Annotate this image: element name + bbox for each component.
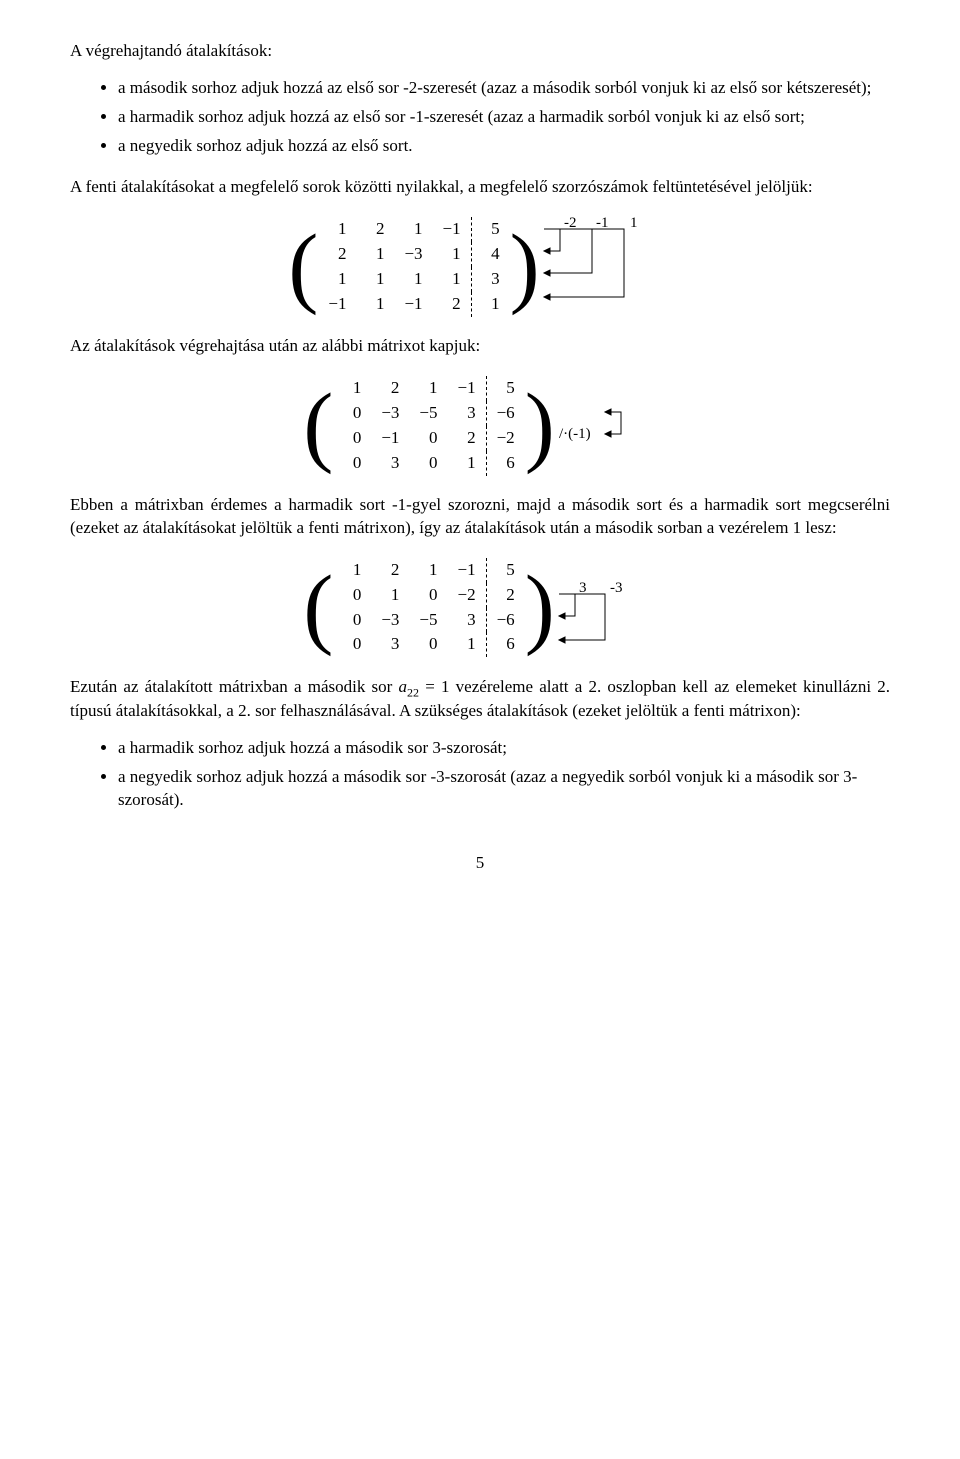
cell: 6 [486, 632, 525, 657]
matrix-table: 1 2 1 −1 5 0 1 0 −2 2 0 −3 −5 3 −6 0 3 0… [333, 558, 524, 658]
after-matrix2-paragraph: Ebben a mátrixban érdemes a harmadik sor… [70, 494, 890, 540]
cell: 1 [409, 376, 447, 401]
cell: 0 [333, 632, 371, 657]
cell: 1 [448, 451, 487, 476]
left-paren: ( [303, 567, 333, 648]
cell: 2 [371, 376, 409, 401]
list-item: a harmadik sorhoz adjuk hozzá az első so… [118, 106, 890, 129]
cell: −1 [394, 292, 432, 317]
cell: 0 [333, 608, 371, 633]
left-paren: ( [288, 226, 318, 307]
cell: 1 [356, 267, 394, 292]
cell: 2 [433, 292, 472, 317]
cell: −1 [371, 426, 409, 451]
cell: −5 [409, 608, 447, 633]
cell: 1 [356, 292, 394, 317]
list-item: a második sorhoz adjuk hozzá az első sor… [118, 77, 890, 100]
mid-paragraph: A fenti átalakításokat a megfelelő sorok… [70, 176, 890, 199]
cell: 0 [409, 451, 447, 476]
cell: 1 [471, 292, 510, 317]
cell: 3 [371, 632, 409, 657]
after-matrix1-paragraph: Az átalakítások végrehajtása után az alá… [70, 335, 890, 358]
text-span: Ezután az átalakított mátrixban a másodi… [70, 677, 399, 696]
left-paren: ( [303, 385, 333, 466]
anno-text: -3 [610, 580, 623, 596]
cell: 1 [394, 217, 432, 242]
matrix-3: ( 1 2 1 −1 5 0 1 0 −2 2 0 −3 −5 3 −6 0 3… [70, 558, 890, 658]
cell: 1 [333, 376, 371, 401]
row-op-arrows: 3 -3 [557, 558, 657, 658]
cell: −1 [318, 292, 356, 317]
anno-text: -1 [596, 217, 609, 231]
matrix-2: ( 1 2 1 −1 5 0 −3 −5 3 −6 0 −1 0 2 −2 0 … [70, 376, 890, 476]
cell: 0 [409, 632, 447, 657]
cell: 1 [318, 217, 356, 242]
cell: −5 [409, 401, 447, 426]
cell: 2 [356, 217, 394, 242]
list-item: a harmadik sorhoz adjuk hozzá a második … [118, 737, 890, 760]
cell: 2 [448, 426, 487, 451]
bullet-list-2: a harmadik sorhoz adjuk hozzá a második … [70, 737, 890, 812]
cell: 0 [333, 583, 371, 608]
cell: 2 [318, 242, 356, 267]
matrix-table: 1 2 1 −1 5 0 −3 −5 3 −6 0 −1 0 2 −2 0 3 … [333, 376, 524, 476]
cell: 3 [371, 451, 409, 476]
cell: 1 [448, 632, 487, 657]
row-op-arrows: /·(-1) [557, 376, 657, 476]
subscript: 22 [407, 685, 419, 699]
cell: 4 [471, 242, 510, 267]
cell: 0 [409, 583, 447, 608]
anno-text: 1 [630, 217, 638, 231]
page-number: 5 [70, 852, 890, 875]
intro-paragraph: A végrehajtandó átalakítások: [70, 40, 890, 63]
cell: 2 [486, 583, 525, 608]
cell: 6 [486, 451, 525, 476]
cell: 1 [356, 242, 394, 267]
cell: −3 [394, 242, 432, 267]
cell: 3 [471, 267, 510, 292]
cell: 1 [409, 558, 447, 583]
cell: −1 [448, 558, 487, 583]
cell: −2 [448, 583, 487, 608]
cell: 0 [333, 451, 371, 476]
right-paren: ) [525, 567, 555, 648]
cell: 2 [371, 558, 409, 583]
anno-text: -2 [564, 217, 577, 231]
list-item: a negyedik sorhoz adjuk hozzá az első so… [118, 135, 890, 158]
cell: 0 [333, 401, 371, 426]
cell: 0 [333, 426, 371, 451]
list-item: a negyedik sorhoz adjuk hozzá a második … [118, 766, 890, 812]
cell: 1 [394, 267, 432, 292]
row-op-arrows: -2 -1 1 [542, 217, 672, 317]
cell: −1 [433, 217, 472, 242]
cell: 5 [471, 217, 510, 242]
cell: −3 [371, 401, 409, 426]
cell: 5 [486, 558, 525, 583]
right-paren: ) [525, 385, 555, 466]
var-a: a [399, 677, 408, 696]
cell: 3 [448, 608, 487, 633]
anno-text: 3 [579, 580, 587, 596]
cell: 1 [333, 558, 371, 583]
cell: 5 [486, 376, 525, 401]
cell: 1 [433, 267, 472, 292]
cell: −2 [486, 426, 525, 451]
cell: 3 [448, 401, 487, 426]
anno-text: /·(-1) [559, 426, 591, 442]
after-matrix3-paragraph: Ezután az átalakított mátrixban a másodi… [70, 676, 890, 724]
cell: −3 [371, 608, 409, 633]
cell: −6 [486, 608, 525, 633]
cell: 1 [318, 267, 356, 292]
bullet-list-1: a második sorhoz adjuk hozzá az első sor… [70, 77, 890, 158]
cell: 1 [371, 583, 409, 608]
matrix-1: ( 1 2 1 −1 5 2 1 −3 1 4 1 1 1 1 3 −1 1 −… [70, 217, 890, 317]
cell: 1 [433, 242, 472, 267]
cell: −1 [448, 376, 487, 401]
cell: −6 [486, 401, 525, 426]
matrix-table: 1 2 1 −1 5 2 1 −3 1 4 1 1 1 1 3 −1 1 −1 … [318, 217, 509, 317]
right-paren: ) [510, 226, 540, 307]
cell: 0 [409, 426, 447, 451]
